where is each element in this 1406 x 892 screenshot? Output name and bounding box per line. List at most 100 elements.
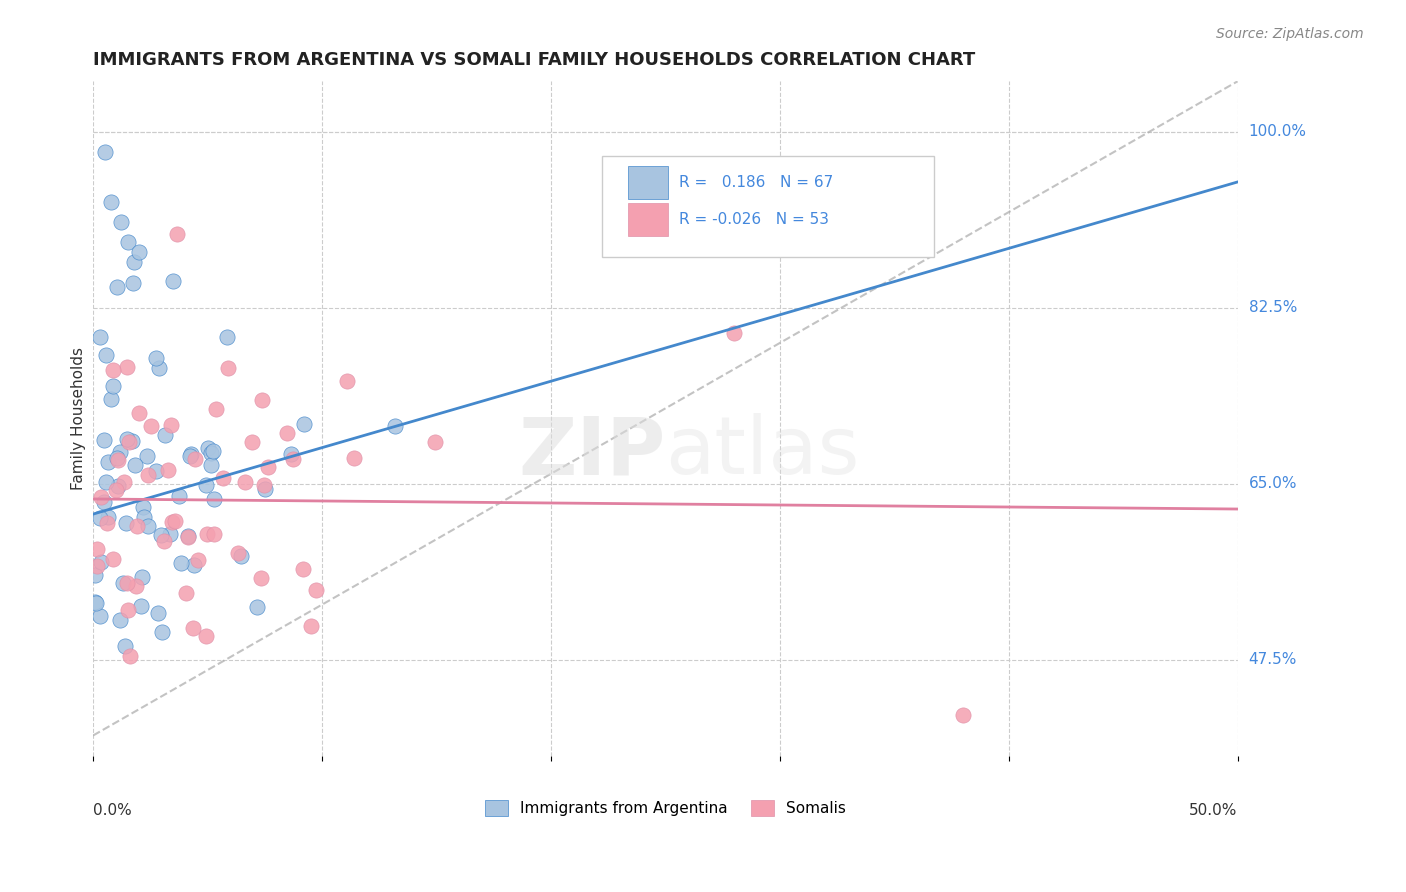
Point [336, 374, 359, 388]
Point [125, 579, 148, 593]
Point [179, 449, 201, 463]
Text: 100.0%: 100.0% [1249, 124, 1306, 139]
Point [84, 595, 107, 609]
Point [229, 549, 252, 563]
Point [202, 527, 225, 541]
Point [93, 495, 115, 509]
Point [90, 555, 112, 569]
Point [384, 418, 406, 433]
Point [305, 582, 328, 597]
Point [97, 455, 120, 469]
FancyBboxPatch shape [602, 155, 934, 257]
Point [181, 621, 204, 635]
Point [215, 330, 238, 344]
Point [425, 435, 447, 450]
Point [136, 467, 159, 482]
Point [121, 434, 143, 448]
Point [110, 215, 132, 229]
Point [93, 433, 115, 447]
Point [135, 449, 157, 463]
Point [226, 546, 249, 560]
Point [155, 428, 177, 442]
Text: 82.5%: 82.5% [1249, 301, 1296, 315]
Point [162, 274, 184, 288]
Point [125, 519, 148, 533]
Point [117, 576, 139, 591]
Point [250, 392, 273, 407]
Bar [627, 202, 668, 236]
Point [723, 326, 745, 340]
Point [104, 483, 127, 498]
Point [212, 471, 235, 485]
Point [200, 458, 222, 473]
Point [124, 458, 146, 472]
Point [93, 145, 115, 159]
Point [84, 567, 107, 582]
Point [97, 509, 120, 524]
Point [117, 433, 139, 447]
Point [149, 528, 172, 542]
Point [136, 519, 159, 533]
Point [166, 227, 188, 241]
Point [101, 551, 124, 566]
Point [107, 452, 129, 467]
Point [132, 510, 155, 524]
Point [108, 445, 131, 459]
Point [94, 348, 117, 362]
Point [177, 529, 200, 543]
Text: R =   0.186   N = 67: R = 0.186 N = 67 [679, 175, 834, 190]
Point [128, 406, 150, 420]
Point [200, 445, 222, 459]
Legend: Immigrants from Argentina, Somalis: Immigrants from Argentina, Somalis [479, 794, 852, 822]
Point [202, 443, 225, 458]
Point [169, 489, 191, 503]
Point [118, 435, 141, 450]
Point [94, 475, 117, 489]
Text: 65.0%: 65.0% [1249, 476, 1298, 491]
Point [86, 541, 108, 556]
Point [107, 479, 129, 493]
Text: ZIP: ZIP [517, 413, 665, 491]
Point [205, 401, 228, 416]
Point [159, 418, 181, 433]
Point [195, 629, 218, 643]
Point [115, 516, 138, 530]
Point [124, 255, 146, 269]
Point [283, 451, 305, 466]
Text: 50.0%: 50.0% [1189, 803, 1237, 818]
Point [105, 280, 128, 294]
Point [129, 599, 152, 613]
Point [86, 559, 108, 574]
Point [89, 609, 111, 624]
Point [186, 553, 208, 567]
Point [343, 451, 366, 466]
Point [128, 245, 150, 260]
Point [86, 596, 108, 610]
Point [111, 576, 134, 591]
Point [159, 527, 181, 541]
Point [195, 527, 218, 541]
Point [96, 516, 118, 530]
Point [280, 446, 302, 460]
Text: Source: ZipAtlas.com: Source: ZipAtlas.com [1216, 27, 1364, 41]
Bar [627, 166, 668, 199]
Text: R = -0.026   N = 53: R = -0.026 N = 53 [679, 212, 830, 227]
Point [90, 490, 112, 504]
Point [114, 475, 136, 489]
Point [115, 360, 138, 375]
Point [89, 511, 111, 525]
Point [242, 435, 264, 450]
Point [89, 330, 111, 344]
Point [160, 516, 183, 530]
Text: 47.5%: 47.5% [1249, 652, 1296, 667]
Point [257, 459, 280, 474]
Point [101, 379, 124, 393]
Point [250, 571, 273, 585]
Point [150, 624, 173, 639]
Point [148, 360, 170, 375]
Text: IMMIGRANTS FROM ARGENTINA VS SOMALI FAMILY HOUSEHOLDS CORRELATION CHART: IMMIGRANTS FROM ARGENTINA VS SOMALI FAMI… [93, 51, 976, 69]
Point [163, 514, 186, 528]
Point [145, 351, 167, 366]
Point [952, 708, 974, 723]
Point [145, 464, 167, 478]
